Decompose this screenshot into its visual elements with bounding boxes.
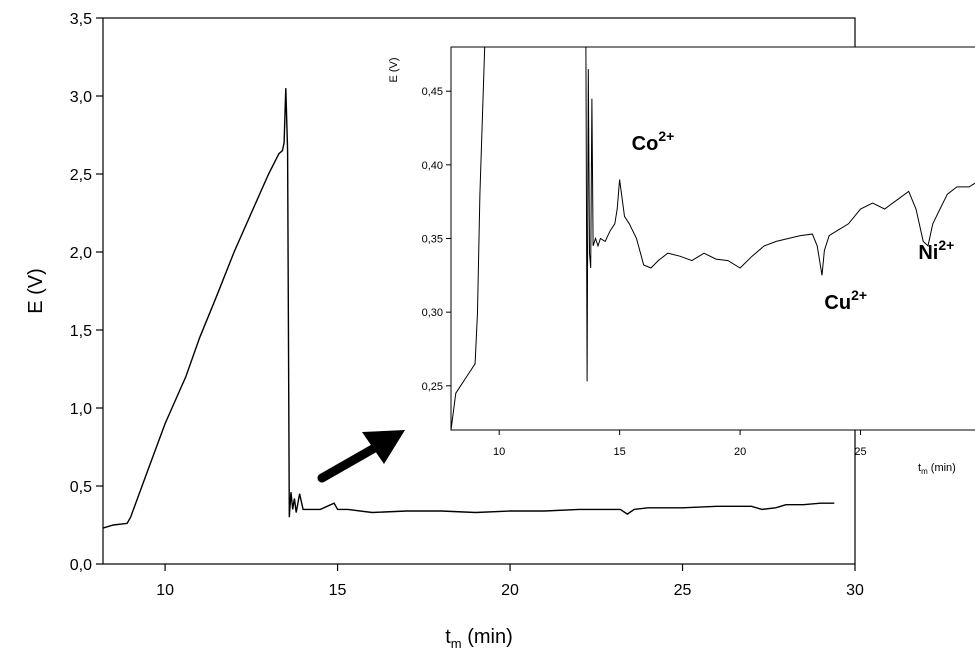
main-x-tick-label: 15 (329, 582, 347, 599)
main-y-axis: 0,0 0,5 1,0 1,5 2,0 2,5 3,0 3,5 (70, 11, 103, 574)
inset-plot-frame (450, 46, 975, 431)
inset-y-tick-label: 0,30 (422, 307, 443, 319)
inset-y-tick-label: 0,40 (422, 160, 443, 172)
ion-annotation: Co2+ (632, 128, 675, 155)
inset-y-tick-label: 0,35 (422, 234, 443, 246)
inset-y-tick-label: 0,45 (422, 86, 443, 98)
main-series-line (102, 88, 835, 529)
inset-x-tick-label: 25 (854, 446, 866, 458)
main-y-tick-label: 1,0 (70, 401, 92, 418)
inset-x-axis: 10 15 20 25 (493, 430, 867, 458)
main-x-axis: 10 15 20 25 30 (156, 564, 864, 599)
main-y-tick-label: 3,0 (70, 89, 92, 106)
main-x-tick-label: 25 (674, 582, 692, 599)
inset-chart: 0,25 0,30 0,35 0,40 0,45 10 15 20 25 Co2+ Cu2+ Ni… (388, 46, 975, 476)
main-x-tick-label: 10 (156, 582, 174, 599)
inset-y-axis-label: E (V) (388, 57, 400, 82)
ion-annotation: Ni2+ (918, 237, 954, 264)
ion-annotation: Cu2+ (824, 287, 867, 314)
main-y-tick-label: 0,0 (70, 557, 92, 574)
inset-x-tick-label: 20 (734, 446, 746, 458)
main-y-axis-label: E (V) (25, 268, 47, 314)
inset-x-tick-label: 10 (493, 446, 505, 458)
main-x-tick-label: 30 (846, 582, 864, 599)
inset-x-tick-label: 15 (614, 446, 626, 458)
main-y-tick-label: 0,5 (70, 479, 92, 496)
inset-y-axis: 0,25 0,30 0,35 0,40 0,45 (422, 86, 451, 393)
main-x-axis-label: tm (min) (445, 626, 513, 651)
main-y-tick-label: 1,5 (70, 323, 92, 340)
inset-x-axis-label: tm (min) (918, 462, 956, 476)
zoom-arrow-icon (317, 430, 405, 483)
inset-series-line (450, 46, 975, 431)
main-y-tick-label: 3,5 (70, 11, 92, 28)
main-y-tick-label: 2,5 (70, 167, 92, 184)
main-x-tick-label: 20 (501, 582, 519, 599)
main-chart: 0,0 0,5 1,0 1,5 2,0 2,5 3,0 3,5 10 15 20 25 30 E (V… (25, 11, 864, 651)
inset-annotations: Co2+ Cu2+ Ni2+ (632, 128, 955, 314)
inset-y-tick-label: 0,25 (422, 381, 443, 393)
main-y-tick-label: 2,0 (70, 245, 92, 262)
